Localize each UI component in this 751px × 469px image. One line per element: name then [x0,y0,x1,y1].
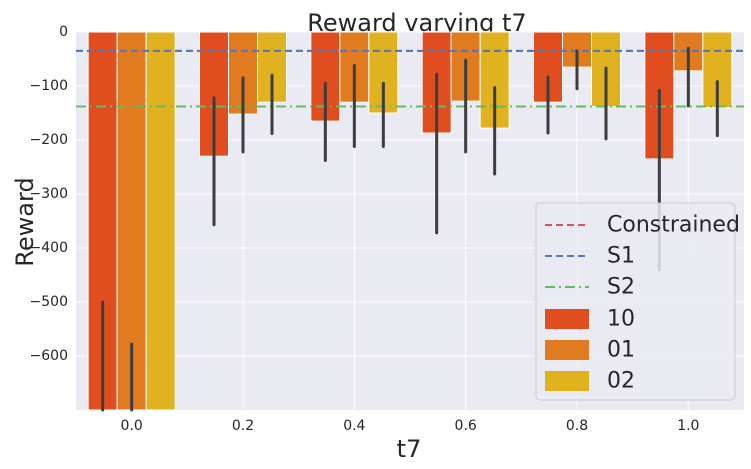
legend-label-s1: S1 [607,244,635,269]
x-tick-label: 0.4 [343,418,365,434]
y-tick-label: −500 [30,294,68,310]
x-tick-label: 1.0 [677,418,699,434]
x-tick-label: 0.6 [455,418,477,434]
legend-label-constrained: Constrained [607,213,740,238]
legend-swatch-01 [545,340,589,360]
x-tick-label: 0.2 [232,418,254,434]
y-tick-label: 0 [59,24,68,40]
legend-label-02: 02 [607,369,635,394]
y-tick-label: −400 [30,240,68,256]
y-ticks-layer: 0 −100 −200 −300 −400 −500 −600 [30,24,68,364]
x-tick-label: 0.8 [566,418,588,434]
x-ticks-layer: 0.0 0.2 0.4 0.6 0.8 1.0 [121,418,700,434]
x-axis-label: t7 [397,435,422,463]
bars-layer [87,31,733,411]
legend: Constrained S1 S2 10 01 02 [535,202,740,401]
y-tick-label: −100 [30,78,68,94]
bar-series-02 [145,31,176,411]
legend-label-10: 10 [607,307,635,332]
legend-label-01: 01 [607,338,635,363]
legend-swatch-02 [545,371,589,391]
y-tick-label: −300 [30,186,68,202]
x-tick-label: 0.0 [121,418,143,434]
legend-label-s2: S2 [607,275,635,300]
y-tick-label: −200 [30,132,68,148]
legend-swatch-10 [545,309,589,329]
y-tick-label: −600 [30,348,68,364]
y-axis-label: Reward [11,177,39,266]
reference-lines-layer [76,49,744,108]
